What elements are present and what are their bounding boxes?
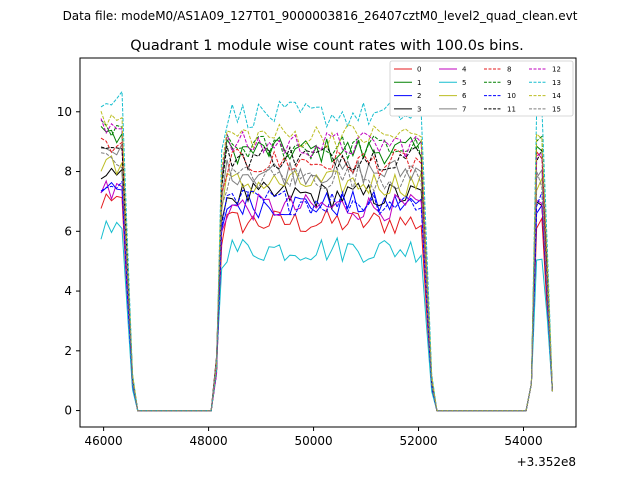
series-layer (100, 90, 553, 412)
legend-label-5: 5 (462, 79, 466, 87)
legend-label-7: 7 (462, 105, 466, 113)
x-tick-label: 46000 (85, 434, 123, 448)
series-line-15 (100, 152, 553, 412)
legend-label-13: 13 (552, 79, 561, 87)
legend-label-6: 6 (462, 92, 467, 100)
x-tick-label: 50000 (294, 434, 332, 448)
x-tick-label: 54000 (504, 434, 542, 448)
x-axis: 46000 48000 50000 52000 54000 (85, 427, 543, 448)
legend-label-8: 8 (507, 66, 511, 74)
legend-frame (389, 60, 574, 117)
legend-label-2: 2 (417, 92, 421, 100)
x-tick-label: 48000 (189, 434, 227, 448)
legend-label-4: 4 (462, 66, 467, 74)
legend-label-12: 12 (552, 66, 561, 74)
y-tick-label: 2 (64, 344, 72, 358)
x-axis-offset-label: +3.352e8 (517, 455, 576, 469)
y-tick-label: 0 (64, 404, 72, 418)
legend-label-9: 9 (507, 79, 511, 87)
legend-label-10: 10 (507, 92, 516, 100)
series-line-14 (100, 111, 553, 412)
y-tick-label: 8 (64, 165, 72, 179)
legend-label-0: 0 (417, 66, 421, 74)
y-tick-label: 4 (64, 284, 72, 298)
legend-label-3: 3 (417, 105, 421, 113)
legend-label-14: 14 (552, 92, 561, 100)
x-tick-label: 52000 (399, 434, 437, 448)
y-tick-label: 6 (64, 224, 72, 238)
chart-title: Quadrant 1 module wise count rates with … (130, 38, 524, 54)
plot-frame (79, 57, 577, 428)
suptitle: Data file: modeM0/AS1A09_127T01_90000038… (63, 9, 578, 23)
y-tick-label: 10 (57, 105, 72, 119)
legend-label-15: 15 (552, 105, 561, 113)
y-axis: 0 2 4 6 8 10 (57, 105, 80, 418)
series-line-13 (100, 90, 553, 412)
plot-area (80, 58, 576, 427)
legend-label-11: 11 (507, 105, 516, 113)
legend-label-1: 1 (417, 79, 421, 87)
